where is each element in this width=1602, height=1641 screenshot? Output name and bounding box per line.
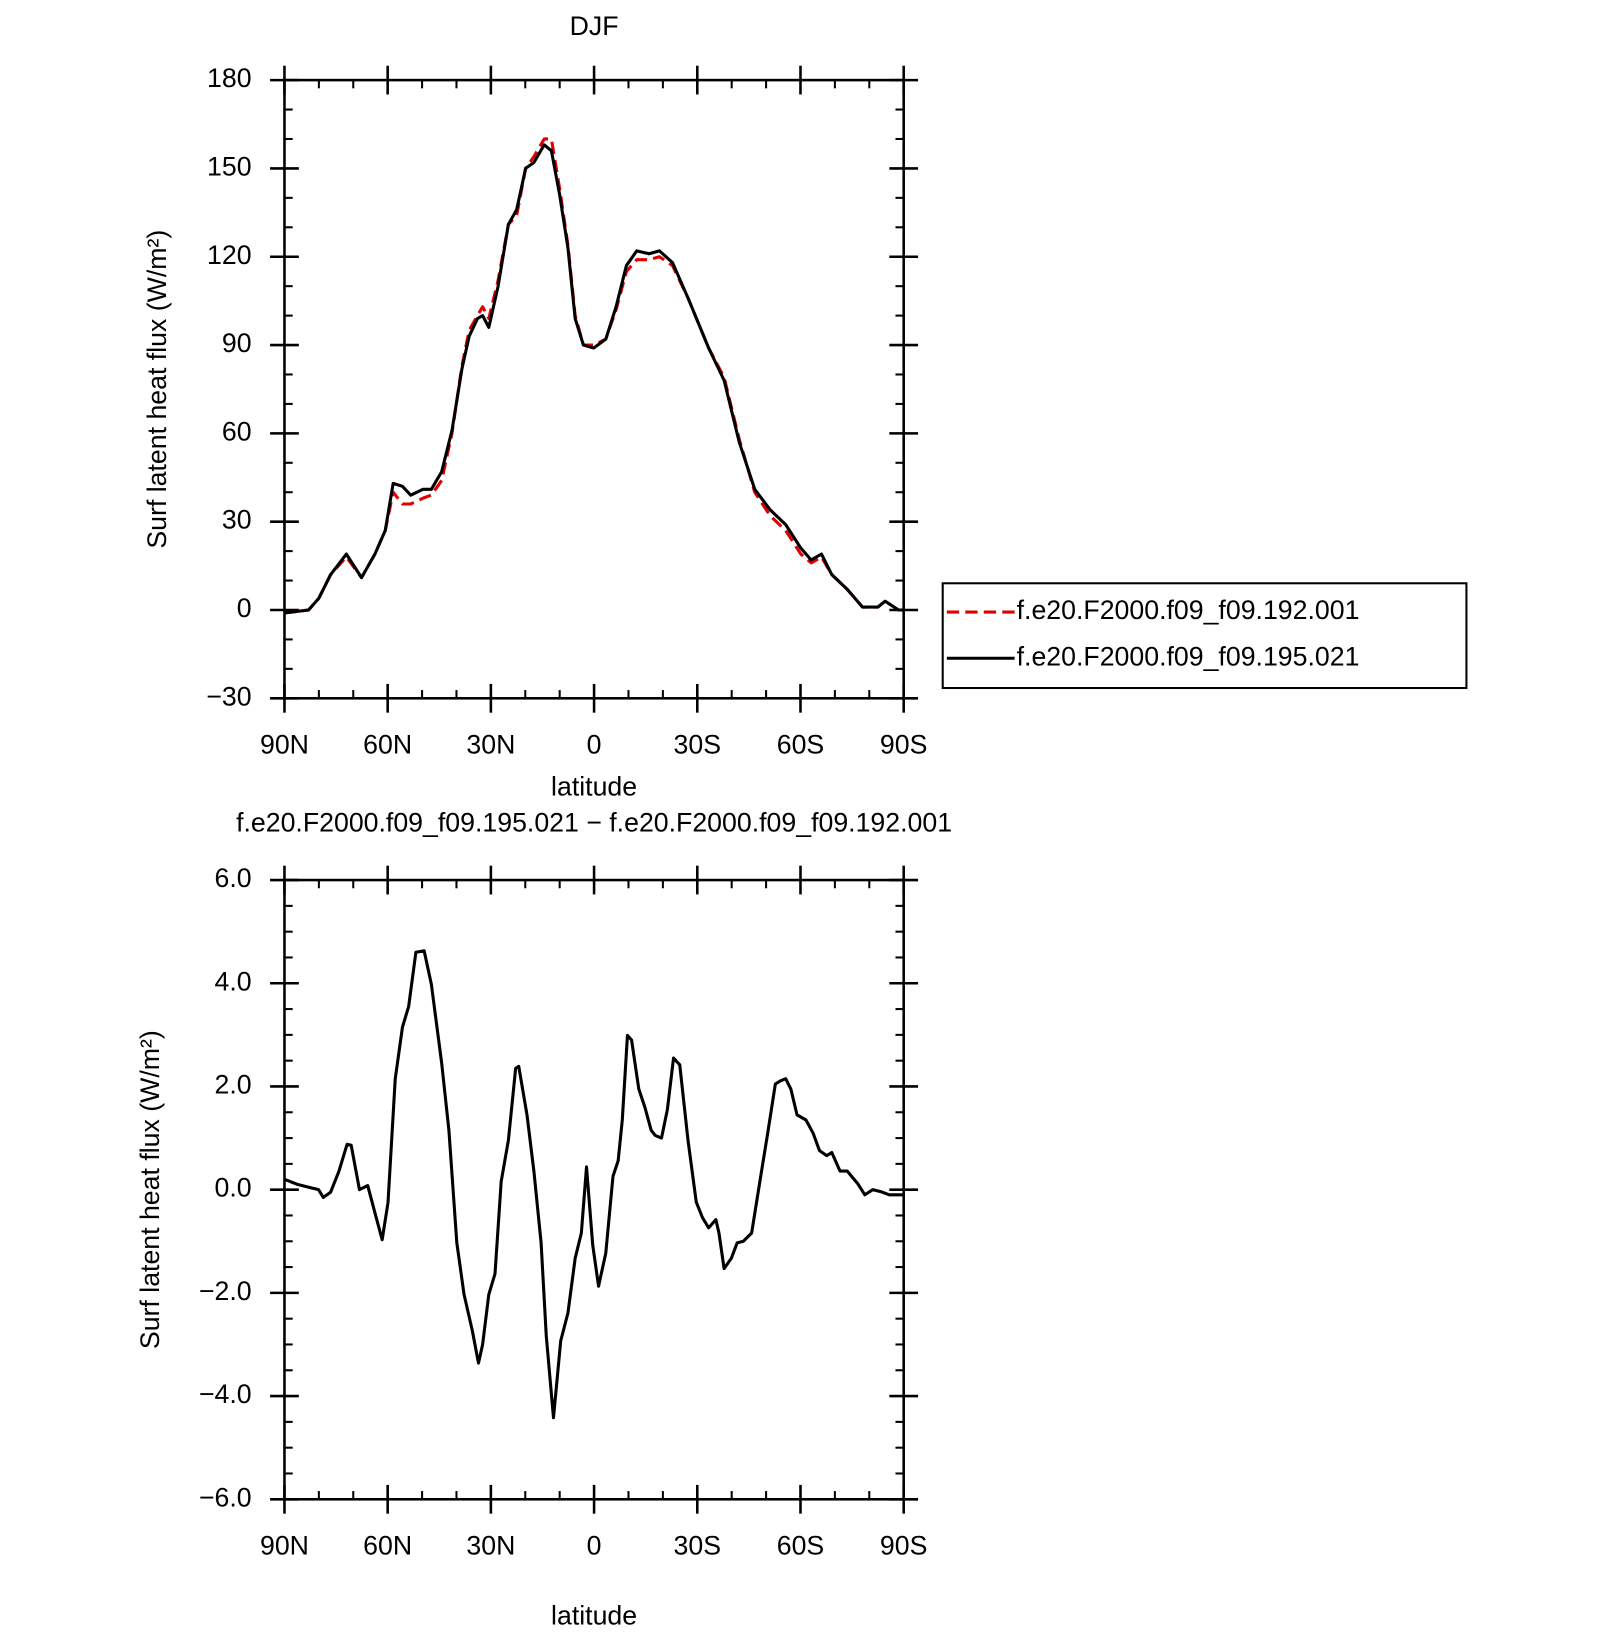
x-tick-label: 90N	[260, 1531, 309, 1561]
y-axis-label: Surf latent heat flux (W/m²)	[135, 1030, 165, 1349]
x-tick-label: 30N	[466, 1531, 515, 1561]
y-tick-label: −30	[206, 681, 251, 711]
x-tick-label: 30S	[674, 1531, 721, 1561]
y-tick-label: 180	[207, 63, 252, 93]
x-tick-label: 30S	[674, 730, 721, 760]
y-tick-label: 60	[222, 416, 252, 446]
y-tick-label: 4.0	[214, 966, 251, 996]
y-tick-label: −6.0	[199, 1482, 252, 1512]
x-axis-label: latitude	[551, 772, 637, 802]
y-tick-label: −2.0	[199, 1276, 252, 1306]
legend-box	[941, 582, 1468, 690]
x-tick-label: 90S	[880, 730, 927, 760]
y-tick-label: 30	[222, 505, 252, 535]
y-tick-label: 90	[222, 328, 252, 358]
x-tick-label: 60S	[777, 1531, 825, 1561]
y-tick-label: 6.0	[214, 863, 251, 893]
x-tick-label: 0	[587, 1531, 602, 1561]
legend-label: f.e20.F2000.f09_f09.195.021	[1017, 641, 1360, 671]
x-tick-label: 60N	[363, 1531, 412, 1561]
y-tick-label: 120	[207, 240, 252, 270]
x-tick-label: 30N	[466, 730, 515, 760]
y-axis-label: Surf latent heat flux (W/m²)	[142, 230, 172, 549]
y-tick-label: −4.0	[199, 1379, 252, 1409]
x-tick-label: 90N	[260, 730, 309, 760]
chart-title: f.e20.F2000.f09_f09.195.021 − f.e20.F200…	[236, 808, 952, 838]
y-tick-label: 0	[237, 593, 252, 623]
y-tick-label: 2.0	[214, 1070, 251, 1100]
x-tick-label: 90S	[880, 1531, 927, 1561]
plot-frame	[283, 878, 905, 1501]
y-tick-label: 0.0	[214, 1173, 251, 1203]
x-axis-label: latitude	[551, 1600, 637, 1630]
legend-label: f.e20.F2000.f09_f09.192.001	[1017, 595, 1360, 625]
data-line	[284, 143, 904, 615]
y-tick-label: 150	[207, 151, 252, 181]
plot-frame	[283, 78, 905, 700]
chart-title: DJF	[570, 11, 619, 41]
data-line	[284, 137, 904, 615]
x-tick-label: 60N	[363, 730, 412, 760]
x-tick-label: 0	[587, 730, 602, 760]
data-line	[283, 949, 904, 1420]
x-tick-label: 60S	[777, 730, 825, 760]
